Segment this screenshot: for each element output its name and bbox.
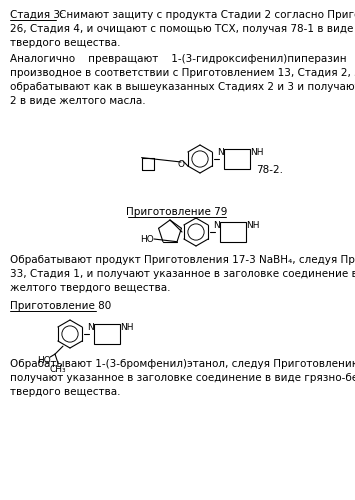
Text: NH: NH bbox=[120, 323, 133, 332]
Text: NH: NH bbox=[246, 221, 260, 230]
Text: 2 в виде желтого масла.: 2 в виде желтого масла. bbox=[10, 96, 146, 106]
Text: N: N bbox=[217, 148, 224, 157]
Text: Обрабатывают 1-(3-бромфенил)этанол, следуя Приготовлению 48, и: Обрабатывают 1-(3-бромфенил)этанол, след… bbox=[10, 359, 355, 369]
Text: 78-2.: 78-2. bbox=[256, 165, 283, 175]
Text: CH₃: CH₃ bbox=[50, 365, 67, 374]
Bar bbox=[224, 149, 250, 169]
Bar bbox=[94, 324, 120, 344]
Text: 26, Стадия 4, и очищают с помощью ТСХ, получая 78-1 в виде желтого: 26, Стадия 4, и очищают с помощью ТСХ, п… bbox=[10, 24, 355, 34]
Text: N: N bbox=[213, 221, 220, 230]
Text: твердого вещества.: твердого вещества. bbox=[10, 38, 120, 48]
Text: NH: NH bbox=[250, 148, 263, 157]
Text: Снимают защиту с продукта Стадии 2 согласно Приготовлению: Снимают защиту с продукта Стадии 2 согла… bbox=[59, 10, 355, 20]
Text: Стадия 3:: Стадия 3: bbox=[10, 10, 64, 20]
Bar bbox=[220, 222, 246, 242]
Text: Обрабатывают продукт Приготовления 17-3 NaBH₄, следуя Приготовлению: Обрабатывают продукт Приготовления 17-3 … bbox=[10, 255, 355, 265]
Text: Аналогично    превращают    1-(3-гидроксифенил)пиперазин    в    Вос-: Аналогично превращают 1-(3-гидроксифенил… bbox=[10, 54, 355, 64]
Text: 33, Стадия 1, и получают указанное в заголовке соединение в виде: 33, Стадия 1, и получают указанное в заг… bbox=[10, 269, 355, 279]
Text: производное в соответствии с Приготовлением 13, Стадия 2, затем: производное в соответствии с Приготовлен… bbox=[10, 68, 355, 78]
Text: Приготовление 79: Приготовление 79 bbox=[126, 207, 228, 217]
Text: HO: HO bbox=[37, 356, 51, 365]
Text: твердого вещества.: твердого вещества. bbox=[10, 387, 120, 397]
Text: получают указанное в заголовке соединение в виде грязно-белого: получают указанное в заголовке соединени… bbox=[10, 373, 355, 383]
Text: желтого твердого вещества.: желтого твердого вещества. bbox=[10, 283, 170, 293]
Text: N: N bbox=[87, 323, 94, 332]
Text: HO: HO bbox=[140, 235, 154, 244]
Text: O: O bbox=[177, 160, 184, 169]
Text: обрабатывают как в вышеуказанных Стадиях 2 и 3 и получают Продукт 78-: обрабатывают как в вышеуказанных Стадиях… bbox=[10, 82, 355, 92]
Text: Приготовление 80: Приготовление 80 bbox=[10, 301, 111, 311]
